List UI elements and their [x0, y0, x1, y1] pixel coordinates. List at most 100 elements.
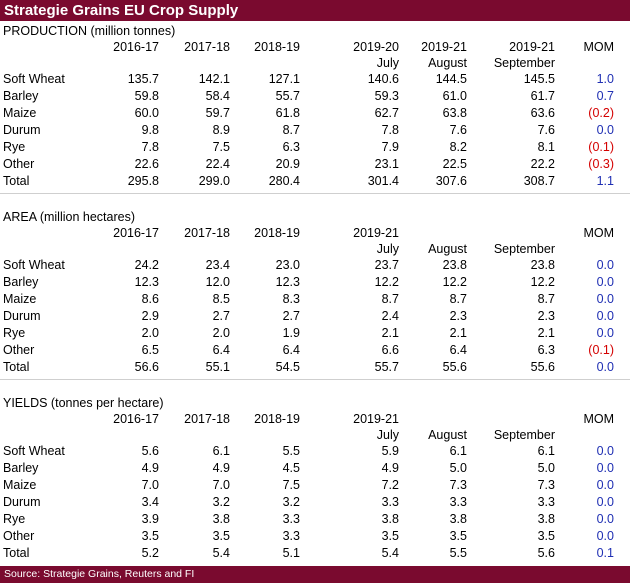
row-label: Other	[3, 343, 35, 357]
table-cell: 5.2	[141, 546, 159, 560]
table-cell: 7.5	[212, 140, 230, 154]
table-cell: 55.7	[275, 89, 300, 103]
table-row: Barley 12.3 12.0 12.3 12.2 12.2 12.2 0.0	[0, 275, 630, 292]
row-label: Other	[3, 157, 35, 171]
table-cell: 3.2	[212, 495, 230, 509]
row-label: Maize	[3, 292, 37, 306]
mom-cell: 0.0	[596, 326, 614, 340]
table-cell: 7.3	[449, 478, 467, 492]
row-label: Durum	[3, 123, 41, 137]
row-label: Soft Wheat	[3, 258, 65, 272]
column-header: 2016-17	[113, 412, 159, 426]
mom-cell: 1.0	[596, 72, 614, 86]
table-cell: 295.8	[127, 174, 159, 188]
column-subheader: July	[376, 428, 399, 442]
table-cell: 59.8	[134, 89, 159, 103]
source-note: Source: Strategie Grains, Reuters and FI	[0, 566, 630, 583]
table-cell: 7.0	[212, 478, 230, 492]
table-cell: 2.0	[141, 326, 159, 340]
table-title: Strategie Grains EU Crop Supply	[0, 0, 630, 21]
column-subheader: August	[428, 56, 467, 70]
table-cell: 61.0	[442, 89, 467, 103]
table-cell: 12.2	[530, 275, 555, 289]
table-cell: 299.0	[198, 174, 230, 188]
row-label: Rye	[3, 512, 26, 526]
table-cell: 7.8	[141, 140, 159, 154]
mom-cell: (0.2)	[588, 106, 614, 120]
table-cell: 6.4	[449, 343, 467, 357]
table-cell: 59.7	[205, 106, 230, 120]
table-cell: 3.3	[537, 495, 555, 509]
table-cell: 12.2	[442, 275, 467, 289]
table-cell: 3.5	[381, 529, 399, 543]
table-cell: 5.5	[449, 546, 467, 560]
table-cell: 8.1	[537, 140, 555, 154]
mom-cell: 0.0	[596, 258, 614, 272]
row-label: Barley	[3, 461, 39, 475]
table-cell: 5.5	[282, 444, 300, 458]
table-cell: 4.9	[141, 461, 159, 475]
table-cell: 9.8	[141, 123, 159, 137]
table-cell: 12.0	[205, 275, 230, 289]
table-row: Total 295.8 299.0 280.4 301.4 307.6 308.7 1.1	[0, 174, 630, 191]
column-header: 2018-19	[254, 40, 300, 54]
table-cell: 142.1	[198, 72, 230, 86]
section-title: YIELDS (tonnes per hectare)	[3, 396, 164, 410]
table-cell: 3.5	[537, 529, 555, 543]
mom-cell: 0.0	[596, 309, 614, 323]
column-subheader: August	[428, 428, 467, 442]
table-row: Other 3.5 3.5 3.3 3.5 3.5 3.5 0.0	[0, 529, 630, 546]
table-cell: 20.9	[275, 157, 300, 171]
column-header: 2019-21	[421, 40, 467, 54]
table-cell: 58.4	[205, 89, 230, 103]
table-cell: 2.3	[449, 309, 467, 323]
table-cell: 59.3	[374, 89, 399, 103]
table-row: Durum 3.4 3.2 3.2 3.3 3.3 3.3 0.0	[0, 495, 630, 512]
section-title: AREA (million hectares)	[3, 210, 135, 224]
table-cell: 8.7	[381, 292, 399, 306]
table-cell: 63.6	[530, 106, 555, 120]
table-cell: 5.4	[381, 546, 399, 560]
row-label: Maize	[3, 478, 37, 492]
table-cell: 6.3	[537, 343, 555, 357]
table-cell: 61.8	[275, 106, 300, 120]
table-cell: 2.1	[537, 326, 555, 340]
column-header: MOM	[583, 226, 614, 240]
table-cell: 56.6	[134, 360, 159, 374]
table-cell: 5.4	[212, 546, 230, 560]
table-cell: 145.5	[523, 72, 555, 86]
table-cell: 12.3	[275, 275, 300, 289]
column-subheader: August	[428, 242, 467, 256]
table-cell: 63.8	[442, 106, 467, 120]
table-cell: 2.1	[449, 326, 467, 340]
row-label: Durum	[3, 495, 41, 509]
table-cell: 22.2	[530, 157, 555, 171]
table-row: Barley 4.9 4.9 4.5 4.9 5.0 5.0 0.0	[0, 461, 630, 478]
mom-cell: 0.0	[596, 444, 614, 458]
column-header: 2018-19	[254, 412, 300, 426]
mom-cell: (0.3)	[588, 157, 614, 171]
mom-cell: (0.1)	[588, 343, 614, 357]
table-cell: 3.8	[537, 512, 555, 526]
table-cell: 23.8	[530, 258, 555, 272]
table-cell: 3.8	[212, 512, 230, 526]
table-cell: 2.1	[381, 326, 399, 340]
table-cell: 135.7	[127, 72, 159, 86]
table-cell: 6.5	[141, 343, 159, 357]
column-header: 2019-21	[353, 226, 399, 240]
table-row: Durum 9.8 8.9 8.7 7.8 7.6 7.6 0.0	[0, 123, 630, 140]
table-cell: 2.4	[381, 309, 399, 323]
row-label: Soft Wheat	[3, 444, 65, 458]
table-cell: 5.6	[537, 546, 555, 560]
table-cell: 307.6	[435, 174, 467, 188]
table-cell: 3.3	[381, 495, 399, 509]
table-cell: 144.5	[435, 72, 467, 86]
table-cell: 7.2	[381, 478, 399, 492]
table-cell: 55.6	[442, 360, 467, 374]
table-cell: 140.6	[367, 72, 399, 86]
row-label: Barley	[3, 89, 39, 103]
section-title: PRODUCTION (million tonnes)	[3, 24, 176, 38]
table-cell: 3.3	[282, 529, 300, 543]
table-cell: 60.0	[134, 106, 159, 120]
column-subheader: September	[493, 242, 555, 256]
